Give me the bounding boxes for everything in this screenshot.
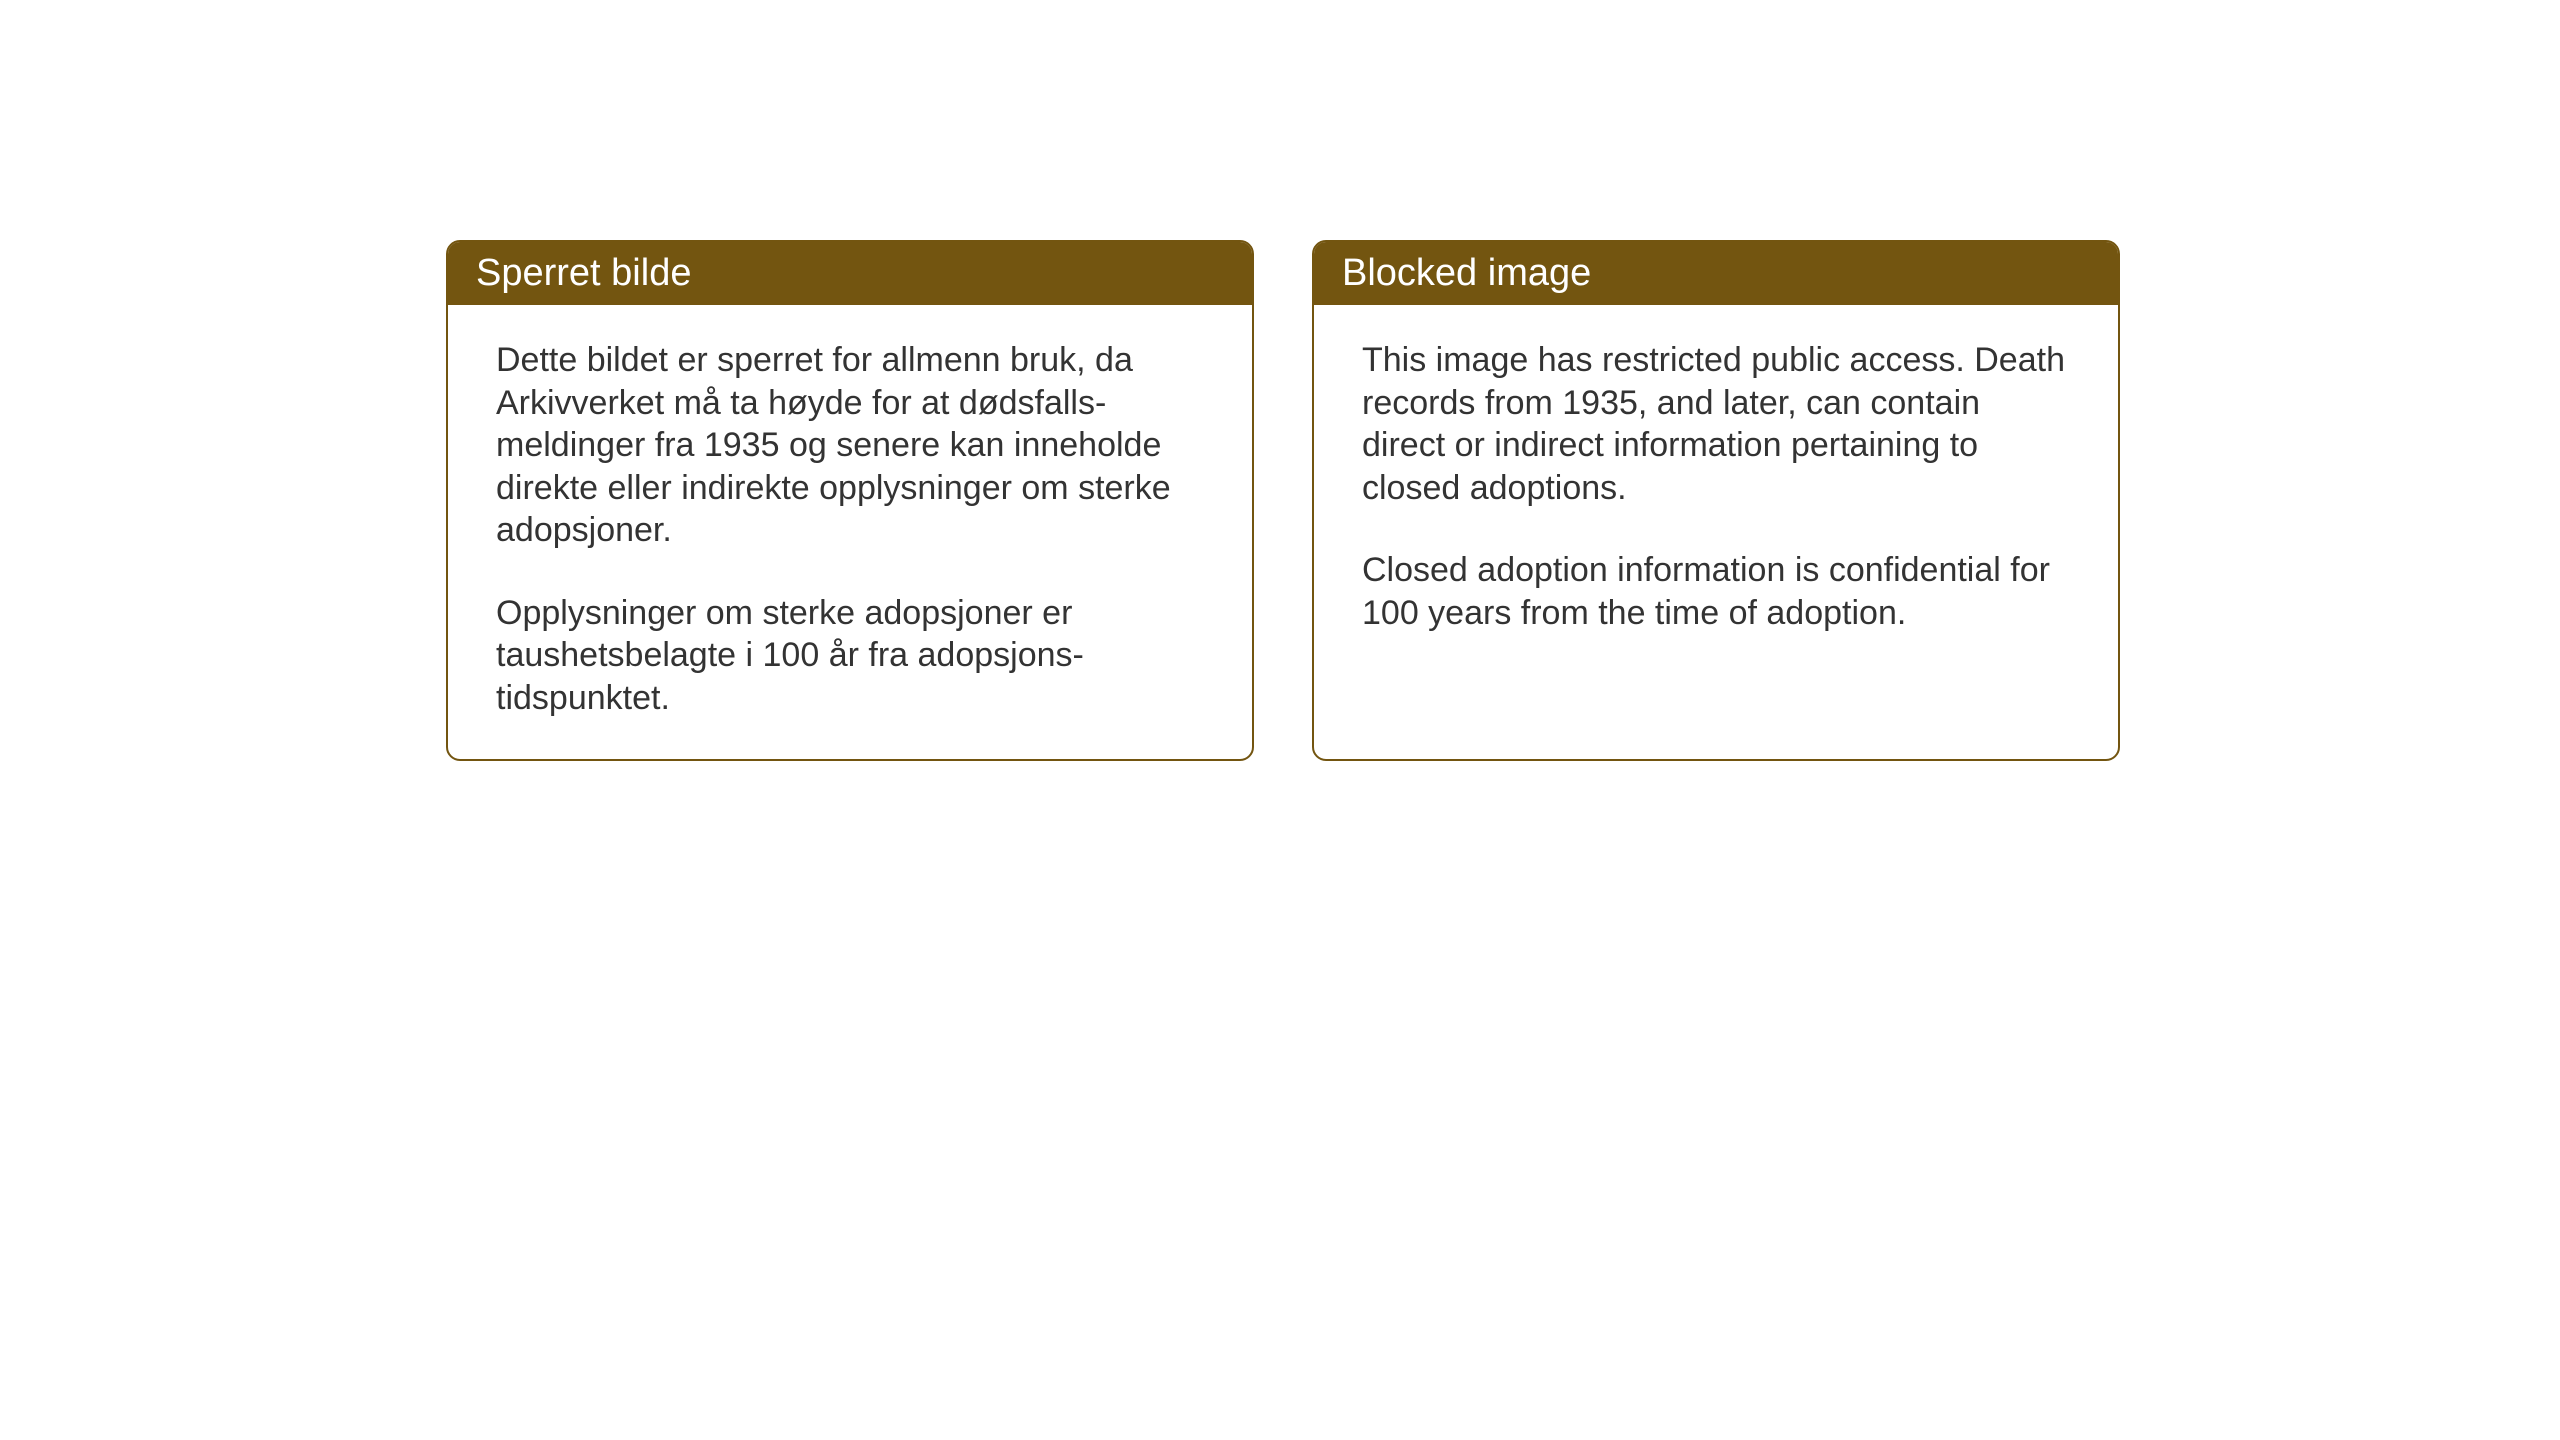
notice-container: Sperret bilde Dette bildet er sperret fo… <box>446 240 2120 761</box>
card-title-english: Blocked image <box>1342 252 1591 294</box>
card-header-english: Blocked image <box>1314 242 2118 305</box>
card-title-norwegian: Sperret bilde <box>476 252 691 294</box>
card-body-english: This image has restricted public access.… <box>1314 305 2118 753</box>
card-body-norwegian: Dette bildet er sperret for allmenn bruk… <box>448 305 1252 759</box>
card-header-norwegian: Sperret bilde <box>448 242 1252 305</box>
notice-card-english: Blocked image This image has restricted … <box>1312 240 2120 761</box>
notice-card-norwegian: Sperret bilde Dette bildet er sperret fo… <box>446 240 1254 761</box>
card-paragraph-english-2: Closed adoption information is confident… <box>1362 549 2070 634</box>
card-paragraph-norwegian-2: Opplysninger om sterke adopsjoner er tau… <box>496 592 1204 720</box>
card-paragraph-english-1: This image has restricted public access.… <box>1362 339 2070 509</box>
card-paragraph-norwegian-1: Dette bildet er sperret for allmenn bruk… <box>496 339 1204 552</box>
